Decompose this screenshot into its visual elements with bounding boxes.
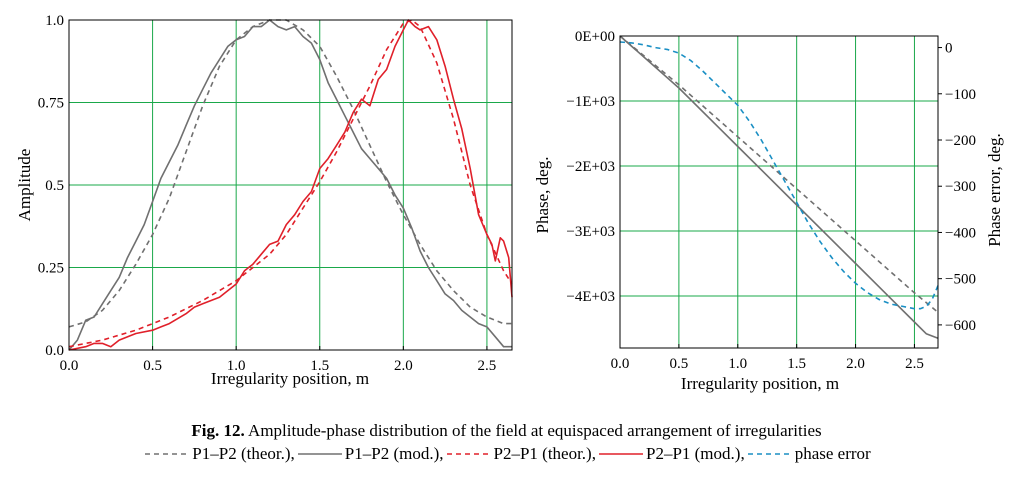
legend-label: P1–P2 (theor.) xyxy=(192,444,291,463)
series-line-p1-p2-theor- xyxy=(68,19,512,328)
y-tick-label: 1.0 xyxy=(45,13,64,29)
series-line-p1-p2-theor- xyxy=(619,35,939,313)
legend-swatch xyxy=(598,452,643,455)
x-tick-label: 1.5 xyxy=(787,356,806,372)
x-tick-label: 1.5 xyxy=(310,358,329,374)
legend-separator: , xyxy=(740,444,745,463)
legend-label: P2–P1 (mod.) xyxy=(645,444,741,463)
amplitude-y-tick-labels: 0.0 0.25 0.5 0.75 1.0 xyxy=(38,13,64,359)
figure-caption: Fig. 12. Amplitude-phase distribution of… xyxy=(0,421,1013,441)
phase-chart-grid xyxy=(619,36,942,348)
x-tick-label: 0.0 xyxy=(611,356,630,372)
legend-label: P2–P1 (theor.) xyxy=(493,444,592,463)
figure-caption-label: Fig. 12. xyxy=(191,421,245,440)
y-tick-label: 0.0 xyxy=(45,343,64,359)
x-tick-label: 0.0 xyxy=(60,358,79,374)
y2-tick-label: −200 xyxy=(945,133,976,149)
y2-tick-label: −400 xyxy=(945,225,976,241)
amplitude-chart-grid xyxy=(68,20,512,350)
y-tick-label: 0.5 xyxy=(45,178,64,194)
y2-tick-label: −500 xyxy=(945,272,976,288)
x-tick-label: 1.0 xyxy=(728,356,747,372)
series-line-p2-p1-mod- xyxy=(68,19,513,351)
legend-separator: , xyxy=(591,444,596,463)
series-line-p2-p1-theor- xyxy=(68,19,513,348)
phase-error-axis-label: Phase error, deg. xyxy=(985,133,1004,247)
x-tick-label: 2.5 xyxy=(478,358,497,374)
legend-swatch xyxy=(747,452,792,455)
x-tick-label: 2.0 xyxy=(846,356,865,372)
series-line-p1-p2-mod- xyxy=(68,19,512,351)
phase-x-tick-labels: 0.0 0.5 1.0 1.5 2.0 2.5 xyxy=(611,356,924,372)
figure-legend: P1–P2 (theor.), P1–P2 (mod.), P2–P1 (theor… xyxy=(0,444,1013,464)
amplitude-x-axis-label: Irregularity position, m xyxy=(211,369,369,388)
phase-y-tick-labels: 0E+00 −1E+03 −2E+03 −3E+03 −4E+03 xyxy=(566,29,615,305)
legend-swatch xyxy=(145,452,190,455)
figure-caption-text: Amplitude-phase distribution of the fiel… xyxy=(244,421,822,440)
legend-separator: , xyxy=(439,444,444,463)
y2-tick-label: −300 xyxy=(945,179,976,195)
x-tick-label: 2.0 xyxy=(394,358,413,374)
y-tick-label: 0.25 xyxy=(38,261,64,277)
amplitude-chart-series xyxy=(68,19,513,351)
y-tick-label: −2E+03 xyxy=(566,159,615,175)
legend-swatch xyxy=(446,452,491,455)
y-tick-label: −4E+03 xyxy=(566,289,615,305)
phase-chart: 0.0 0.5 1.0 1.5 2.0 2.5 0E+00 −1E+03 −2E+03 −3E+… xyxy=(533,29,1004,393)
y2-tick-label: −100 xyxy=(945,87,976,103)
legend-label: phase error xyxy=(794,444,871,463)
y-tick-label: −1E+03 xyxy=(566,94,615,110)
series-line-p1-p2-mod- xyxy=(619,35,939,340)
amplitude-y-axis-label: Amplitude xyxy=(15,149,34,222)
phase-chart-series xyxy=(619,35,939,340)
y-tick-label: 0.75 xyxy=(38,96,64,112)
phase-plot-frame xyxy=(619,35,939,349)
x-tick-label: 1.0 xyxy=(227,358,246,374)
y2-tick-label: 0 xyxy=(945,41,953,57)
phase-x-axis-label: Irregularity position, m xyxy=(681,374,839,393)
legend-label: P1–P2 (mod.) xyxy=(344,444,440,463)
series-line-phase-error xyxy=(619,41,939,310)
phase-error-tick-labels: 0 −100 −200 −300 −400 −500 −600 xyxy=(945,41,976,334)
x-tick-label: 2.5 xyxy=(905,356,924,372)
x-tick-label: 0.5 xyxy=(143,358,162,374)
legend-swatch xyxy=(297,452,342,455)
y-tick-label: 0E+00 xyxy=(575,29,615,45)
x-tick-label: 0.5 xyxy=(670,356,689,372)
y-tick-label: −3E+03 xyxy=(566,224,615,240)
amplitude-chart: 0.0 0.5 1.0 1.5 2.0 2.5 0.0 0.25 0.5 0.75 1.0 Irr… xyxy=(15,13,513,388)
y2-tick-label: −600 xyxy=(945,318,976,334)
phase-y-axis-label: Phase, deg. xyxy=(533,157,552,234)
amplitude-x-tick-labels: 0.0 0.5 1.0 1.5 2.0 2.5 xyxy=(60,358,497,374)
amplitude-plot-frame xyxy=(68,19,513,351)
legend-separator: , xyxy=(290,444,295,463)
